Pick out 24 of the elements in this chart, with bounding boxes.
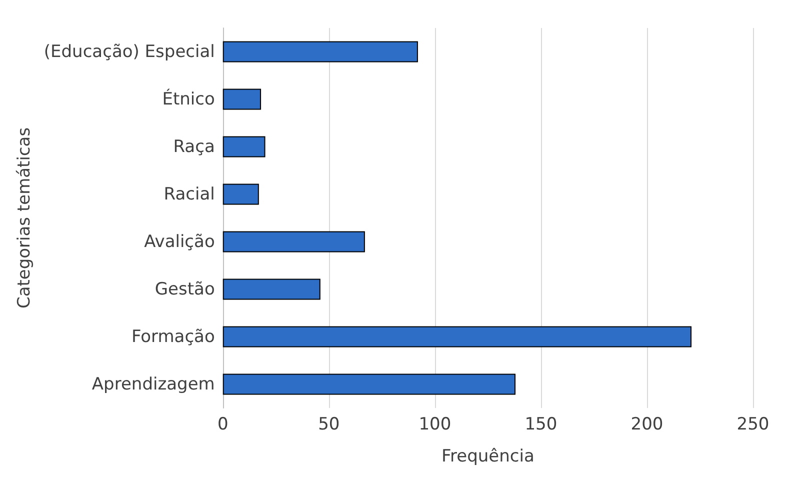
- bar: [222, 231, 365, 252]
- x-tick-label: 250: [736, 414, 770, 434]
- bar: [222, 41, 418, 62]
- x-tick-label: 200: [630, 414, 664, 434]
- y-tick-label: Étnico: [162, 88, 215, 110]
- bar: [222, 136, 266, 158]
- x-axis-title: Frequência: [441, 446, 534, 466]
- y-tick-label: Gestão: [154, 279, 215, 300]
- bar: [222, 326, 692, 348]
- y-tick-label: Avalição: [144, 232, 215, 252]
- y-tick-label: Racial: [164, 184, 215, 204]
- x-tick-label: 0: [217, 414, 228, 434]
- bar: [222, 184, 259, 205]
- bar: [222, 88, 262, 110]
- y-axis-title: Categorias temáticas: [14, 127, 34, 309]
- y-tick-label: Aprendizagem: [92, 374, 215, 394]
- y-tick-label: Formação: [131, 326, 215, 347]
- x-tick-label: 50: [318, 414, 340, 434]
- bar: [222, 374, 516, 395]
- bar: [222, 278, 320, 300]
- x-tick-label: 100: [418, 414, 452, 434]
- x-tick-label: 150: [524, 414, 558, 434]
- y-tick-label: (Educação) Especial: [44, 42, 215, 62]
- y-tick-label: Raça: [173, 136, 215, 157]
